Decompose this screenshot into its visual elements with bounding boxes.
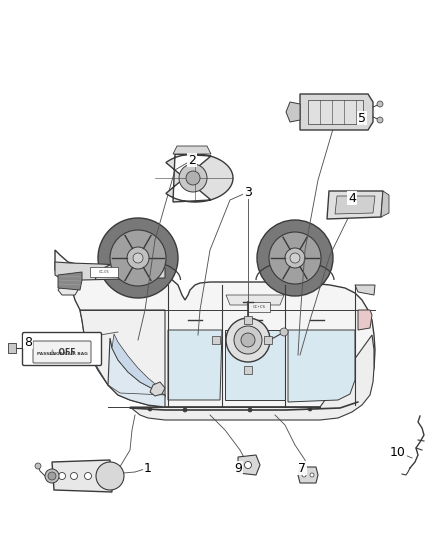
Circle shape [133,253,143,263]
Polygon shape [381,191,389,217]
Circle shape [71,472,78,480]
Circle shape [234,326,262,354]
Polygon shape [327,191,383,219]
Text: 4: 4 [348,191,356,205]
Circle shape [148,407,152,411]
Text: PASSENGER AIR BAG: PASSENGER AIR BAG [37,352,87,356]
Circle shape [35,463,41,469]
Circle shape [257,220,333,296]
Circle shape [183,408,187,412]
Text: 8: 8 [24,335,32,349]
Polygon shape [58,272,82,290]
Circle shape [186,171,200,185]
Circle shape [241,333,255,347]
Circle shape [302,473,306,477]
Text: 7: 7 [298,462,306,474]
Bar [90,267,118,277]
Polygon shape [58,285,78,295]
Bar [248,302,270,312]
Polygon shape [300,94,373,130]
Polygon shape [335,196,375,214]
Text: ⚠ OFF: ⚠ OFF [49,348,75,357]
Circle shape [377,101,383,107]
Circle shape [285,248,305,268]
Bar [8,343,16,353]
Polygon shape [225,330,285,400]
Circle shape [226,318,270,362]
Polygon shape [298,467,318,483]
Text: CC-05: CC-05 [99,270,110,274]
FancyBboxPatch shape [33,341,91,363]
Circle shape [377,117,383,123]
Polygon shape [358,310,372,330]
Polygon shape [355,285,375,295]
Circle shape [110,230,166,286]
Circle shape [310,473,314,477]
Polygon shape [80,310,165,397]
Bar [264,336,272,344]
Circle shape [248,408,252,412]
Polygon shape [150,382,165,396]
Polygon shape [166,154,233,202]
Text: CC•CS: CC•CS [252,305,265,309]
Bar [212,336,220,344]
Circle shape [48,472,56,480]
Text: 9: 9 [234,462,242,474]
Polygon shape [108,338,165,407]
Circle shape [59,472,66,480]
Polygon shape [52,460,112,492]
FancyBboxPatch shape [22,333,102,366]
Circle shape [96,462,124,490]
Bar [244,366,252,374]
Bar [244,316,252,324]
Polygon shape [55,250,375,407]
Circle shape [179,164,207,192]
Polygon shape [168,330,222,400]
Polygon shape [288,330,355,402]
Polygon shape [130,335,374,420]
Polygon shape [226,295,284,305]
Circle shape [308,407,312,411]
Text: 10: 10 [390,446,406,458]
Circle shape [280,328,288,336]
Text: 5: 5 [358,111,366,125]
Circle shape [127,247,149,269]
Text: 2: 2 [188,154,196,166]
Polygon shape [55,262,165,280]
Circle shape [244,462,251,469]
Circle shape [85,472,92,480]
Polygon shape [286,102,300,122]
Circle shape [290,253,300,263]
Polygon shape [173,146,211,154]
Bar [308,100,363,124]
Circle shape [98,218,178,298]
Polygon shape [238,455,260,475]
Polygon shape [112,334,160,390]
Text: 3: 3 [244,185,252,198]
Text: 1: 1 [144,462,152,474]
Circle shape [269,232,321,284]
Circle shape [45,469,59,483]
